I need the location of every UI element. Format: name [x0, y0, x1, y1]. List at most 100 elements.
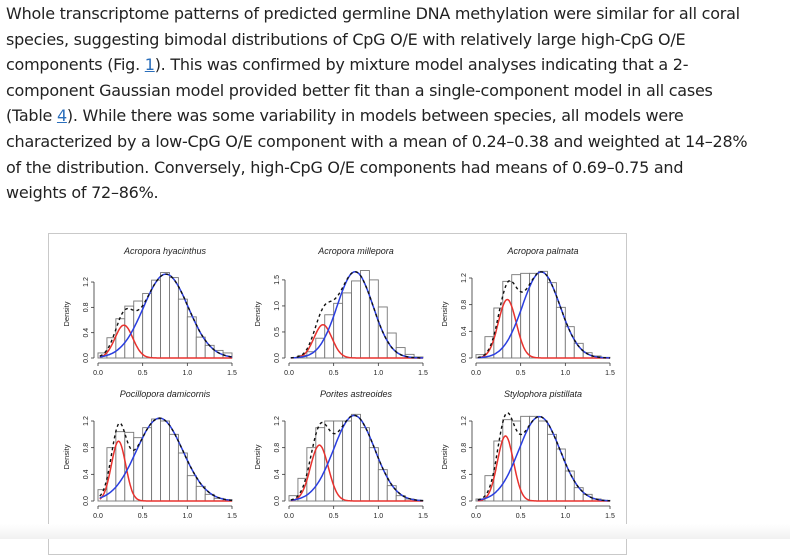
x-tick-label: 1.5 — [605, 513, 615, 520]
histogram-bar — [547, 433, 557, 502]
histogram-bar — [160, 272, 170, 359]
low-component-curve — [290, 444, 423, 502]
x-tick-label: 1.5 — [605, 370, 615, 377]
y-tick-label: 1.2 — [83, 416, 90, 426]
x-tick-label: 0.0 — [284, 370, 294, 377]
y-tick-label: 1.2 — [461, 416, 468, 426]
mixture-curve — [290, 414, 424, 502]
low-component-curve — [477, 298, 610, 359]
panel-acropora-millepora: Acropora millepora Density 0.0 0.5 1.0 1.5 0.0… — [253, 246, 428, 377]
text: (Table — [6, 106, 57, 126]
y-axis-label: Density — [62, 301, 71, 326]
histogram-bar — [151, 418, 161, 502]
histogram-bar — [520, 272, 531, 359]
body-paragraph: Whole transcriptome patterns of predicte… — [6, 1, 790, 206]
y-tick-label: 1.0 — [274, 301, 281, 311]
mixture-curve — [477, 271, 610, 359]
x-tick-label: 1.0 — [560, 513, 570, 520]
table-4-link[interactable]: 4 — [56, 106, 67, 126]
histogram-bar — [169, 277, 179, 359]
y-tick-label: 1.5 — [274, 275, 281, 285]
y-tick-label: 0.4 — [83, 328, 90, 338]
paragraph-line: Whole transcriptome patterns of predicte… — [6, 4, 740, 23]
high-component-curve — [477, 415, 611, 502]
x-tick-label: 0.5 — [516, 370, 526, 377]
histogram-bar — [204, 344, 215, 359]
histogram-bar — [360, 427, 370, 502]
low-component-curve — [290, 324, 423, 359]
y-tick-label: 0.0 — [461, 496, 468, 506]
mixture-curve — [99, 417, 233, 502]
histogram-bar — [386, 332, 397, 359]
text: ). While there was some variability in m… — [66, 106, 684, 126]
histogram-bar — [564, 470, 575, 502]
y-tick-label: 0.8 — [83, 443, 90, 453]
panel-acropora-palmata: Acropora palmata Density 0.0 0.4 0.8 1.2 0.0 0.… — [440, 246, 615, 377]
x-tick-label: 0.5 — [329, 370, 339, 377]
y-axis-label: Density — [440, 444, 449, 469]
y-tick-label: 0.0 — [83, 496, 90, 506]
histogram-bar — [142, 292, 153, 359]
x-tick-label: 0.0 — [93, 513, 103, 520]
x-tick-label: 1.5 — [418, 370, 428, 377]
panel-title: Acropora palmata — [506, 246, 578, 256]
x-tick-label: 1.0 — [373, 370, 383, 377]
x-tick-label: 1.0 — [560, 370, 570, 377]
histogram-bar — [342, 292, 352, 359]
histogram-bar — [186, 475, 197, 502]
x-tick-label: 0.0 — [93, 370, 103, 377]
y-tick-label: 0.0 — [274, 496, 281, 506]
x-tick-label: 1.5 — [418, 513, 428, 520]
x-tick-label: 1.0 — [182, 370, 192, 377]
panel-stylophora-pistillata: Stylophora pistillata Density 0.0 0.4 0.8 1.2… — [440, 389, 615, 520]
y-tick-label: 0.4 — [461, 326, 468, 336]
histogram-bar — [555, 448, 566, 502]
panel-title: Acropora hyacinthus — [123, 246, 207, 256]
footer-shade — [0, 524, 790, 539]
paragraph-line: of the distribution. Conversely, high-Cp… — [6, 157, 684, 177]
histogram-bar — [195, 336, 206, 359]
y-axis-label: Density — [253, 444, 262, 469]
y-tick-label: 0.8 — [461, 443, 468, 453]
y-axis-label: Density — [253, 301, 262, 326]
histogram-bar — [342, 420, 352, 502]
y-tick-label: 0.4 — [461, 469, 468, 479]
panel-pocillopora-damicornis: Pocillopora damicornis Density 0.0 0.4 0.8 1.… — [62, 389, 237, 520]
text: ). This was confirmed by mixture model a… — [154, 55, 689, 75]
histogram-bar — [169, 433, 179, 502]
panel-title: Stylophora pistillata — [504, 389, 582, 399]
x-tick-label: 1.5 — [227, 370, 237, 377]
y-tick-label: 0.8 — [83, 302, 90, 312]
mixture-curve — [99, 273, 233, 358]
x-tick-label: 0.0 — [284, 513, 294, 520]
x-tick-label: 0.5 — [329, 513, 339, 520]
figure-1-link[interactable]: 1 — [144, 55, 155, 75]
histogram-bar — [573, 487, 584, 502]
mixture-curve — [290, 270, 423, 359]
histogram-bar — [538, 420, 548, 502]
y-tick-label: 1.2 — [461, 273, 468, 283]
paragraph-line: characterized by a low-CpG O/E component… — [6, 131, 748, 151]
text: components (Fig. — [6, 55, 145, 75]
paragraph-line: component Gaussian model provided better… — [6, 80, 713, 100]
y-tick-label: 1.2 — [83, 277, 90, 287]
x-tick-label: 0.5 — [138, 370, 148, 377]
histogram-bar — [177, 298, 188, 359]
x-tick-label: 0.0 — [471, 513, 481, 520]
y-tick-label: 0.8 — [461, 300, 468, 310]
histogram-bar — [151, 279, 161, 359]
y-tick-label: 0.0 — [83, 353, 90, 363]
y-tick-label: 0.4 — [274, 469, 281, 479]
x-tick-label: 0.0 — [471, 370, 481, 377]
paragraph-line: (Table 4). While there was some variabil… — [6, 103, 790, 129]
panel-porites-astreoides: Porites astreoides Density 0.0 0.4 0.8 1.2 0.0… — [253, 389, 428, 532]
low-component-curve — [477, 435, 610, 502]
y-tick-label: 1.2 — [274, 416, 281, 426]
paragraph-line: weights of 72–86%. — [6, 183, 159, 203]
panel-title: Pocillopora damicornis — [120, 389, 211, 399]
panel-title: Acropora millepora — [317, 246, 394, 256]
histogram-bar — [351, 413, 361, 502]
histogram-bar — [529, 415, 539, 502]
histogram-bar — [160, 420, 170, 502]
panel-acropora-hyacinthus: Acropora hyacinthus Density 0.0 0.4 0.8 1.2 0.… — [62, 246, 237, 377]
